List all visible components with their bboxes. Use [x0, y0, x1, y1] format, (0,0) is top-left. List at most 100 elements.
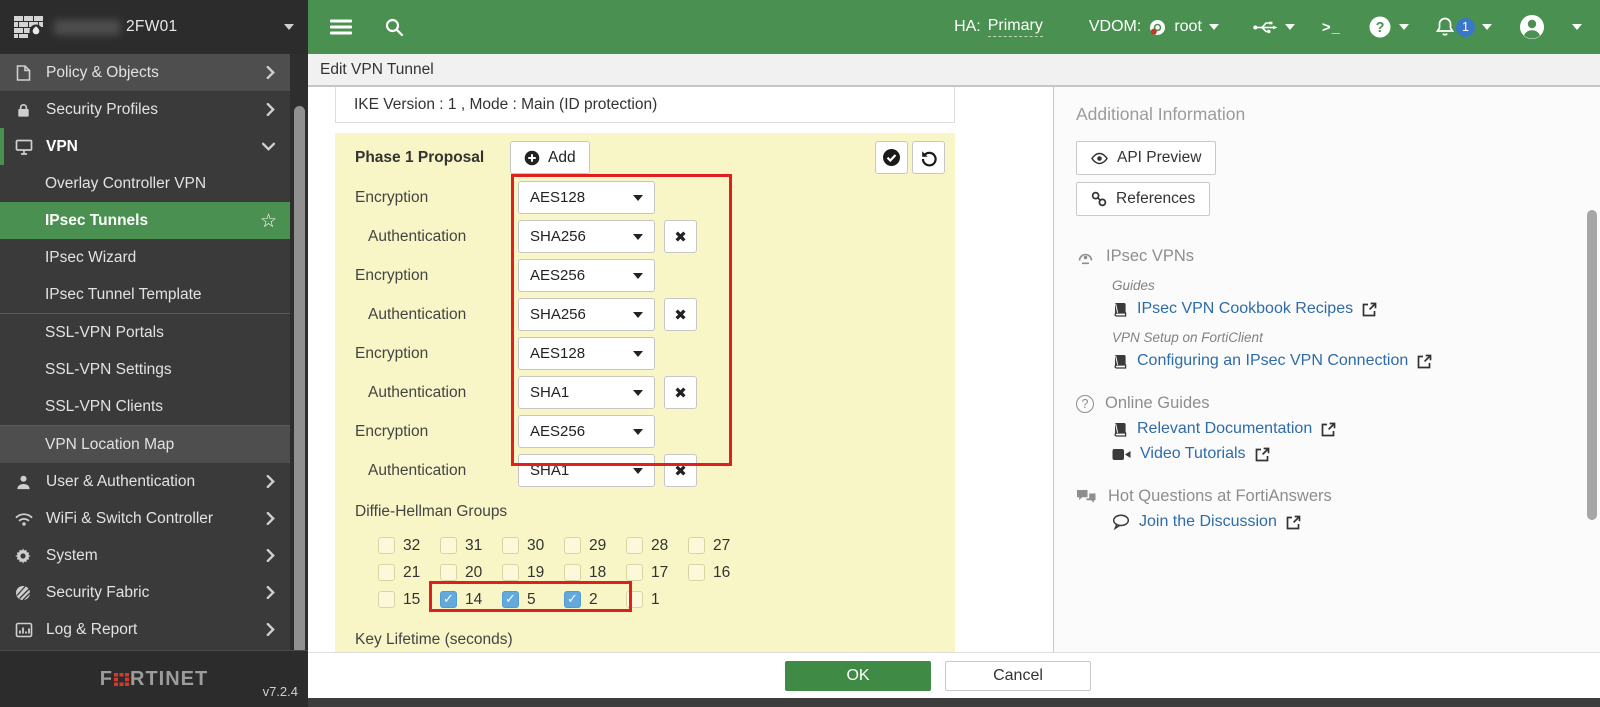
sidebar-item-ssl-vpn-portals[interactable]: SSL-VPN Portals — [0, 314, 290, 351]
dh-group-14: ✓ 14 — [440, 589, 482, 610]
references-button[interactable]: References — [1076, 182, 1211, 216]
favorite-star-icon[interactable]: ☆ — [259, 209, 277, 232]
user-menu[interactable] — [1519, 14, 1545, 40]
sidebar-item-ssl-vpn-settings[interactable]: SSL-VPN Settings — [0, 351, 290, 388]
vdom-selector[interactable]: VDOM: root — [1089, 18, 1219, 36]
section-heading-ipsec-vpns: IPsec VPNs — [1076, 247, 1600, 266]
dh-group-30: 30 — [502, 535, 544, 556]
help-menu[interactable]: ? — [1368, 15, 1409, 39]
external-link-icon[interactable] — [1417, 354, 1432, 369]
remove-proposal-button-3[interactable]: ✖ — [664, 454, 697, 487]
ha-value[interactable]: Primary — [987, 17, 1043, 37]
encryption-select-3[interactable]: AES256 — [518, 415, 655, 448]
ha-status[interactable]: HA: Primary — [954, 17, 1043, 37]
sidebar-item-vpn-location-map[interactable]: VPN Location Map — [0, 426, 290, 463]
sidebar-item-system[interactable]: System — [0, 537, 290, 574]
encryption-select-0[interactable]: AES128 — [518, 181, 655, 214]
external-link-icon[interactable] — [1255, 447, 1270, 462]
form-footer: OK Cancel — [308, 652, 1600, 698]
dh-group-21-checkbox[interactable] — [378, 564, 395, 581]
dh-group-29-checkbox[interactable] — [564, 537, 581, 554]
topbar-main: HA: Primary VDOM: root >_ ? 1 — [308, 0, 1600, 54]
dh-group-number: 30 — [527, 536, 545, 554]
dh-group-15-checkbox[interactable] — [378, 591, 395, 608]
sidebar-item-label: Security Fabric — [46, 583, 150, 601]
sidebar-item-wifi-switch-controller[interactable]: WiFi & Switch Controller — [0, 500, 290, 537]
external-link-icon[interactable] — [1286, 515, 1301, 530]
authentication-select-3[interactable]: SHA1 — [518, 454, 655, 487]
dh-group-30-checkbox[interactable] — [502, 537, 519, 554]
remove-proposal-button-2[interactable]: ✖ — [664, 376, 697, 409]
link-video-tutorials[interactable]: Video Tutorials — [1140, 445, 1246, 462]
topbar-device-area[interactable]: 2FW01 — [0, 0, 308, 54]
sidebar-item-ipsec-tunnel-template[interactable]: IPsec Tunnel Template — [0, 276, 290, 313]
sidebar-item-label: System — [46, 546, 98, 564]
dh-group-16-checkbox[interactable] — [688, 564, 705, 581]
encryption-select-2[interactable]: AES128 — [518, 337, 655, 370]
dh-group-1-checkbox[interactable] — [626, 591, 643, 608]
revert-section-button[interactable] — [912, 141, 945, 174]
dh-group-31-checkbox[interactable] — [440, 537, 457, 554]
cancel-button[interactable]: Cancel — [945, 661, 1091, 691]
notifications-menu[interactable]: 1 — [1436, 17, 1492, 37]
sidebar-item-ipsec-tunnels[interactable]: IPsec Tunnels ☆ — [0, 202, 290, 239]
search-icon[interactable] — [384, 17, 404, 37]
sidebar-item-label: User & Authentication — [46, 472, 196, 490]
caret-down-icon — [633, 350, 643, 357]
dh-group-number: 2 — [589, 590, 598, 608]
link-configuring-an-ipsec-vpn-connection[interactable]: Configuring an IPsec VPN Connection — [1137, 352, 1409, 369]
api-preview-button[interactable]: API Preview — [1076, 141, 1217, 175]
dh-group-28-checkbox[interactable] — [626, 537, 643, 554]
authentication-select-1[interactable]: SHA256 — [518, 298, 655, 331]
link-row-configuring-an-ipsec-vpn-connection: Configuring an IPsec VPN Connection — [1112, 352, 1600, 370]
ok-button[interactable]: OK — [785, 661, 931, 691]
dh-group-32-checkbox[interactable] — [378, 537, 395, 554]
caret-down-icon — [633, 389, 643, 396]
caret-down-icon — [633, 467, 643, 474]
dh-group-20-checkbox[interactable] — [440, 564, 457, 581]
remove-proposal-button-0[interactable]: ✖ — [664, 220, 697, 253]
sidebar-item-user-authentication[interactable]: User & Authentication — [0, 463, 290, 500]
menu-toggle-icon[interactable] — [330, 19, 352, 35]
authentication-select-0[interactable]: SHA256 — [518, 220, 655, 253]
encryption-value: AES128 — [530, 345, 586, 362]
phase1-proposal-panel: Phase 1 Proposal Add Encryption AES128 Aut… — [335, 133, 955, 652]
confirm-section-button[interactable] — [875, 141, 908, 174]
sidebar-scrollbar-thumb[interactable] — [294, 106, 305, 654]
authentication-select-2[interactable]: SHA1 — [518, 376, 655, 409]
dh-group-14-checkbox[interactable]: ✓ — [440, 591, 457, 608]
sidebar-item-overlay-controller-vpn[interactable]: Overlay Controller VPN — [0, 165, 290, 202]
sidebar-item-policy-objects[interactable]: Policy & Objects — [0, 54, 290, 91]
link-join-the-discussion[interactable]: Join the Discussion — [1139, 513, 1277, 530]
dh-group-27-checkbox[interactable] — [688, 537, 705, 554]
remove-proposal-button-1[interactable]: ✖ — [664, 298, 697, 331]
external-link-icon[interactable] — [1362, 302, 1377, 317]
proposal-row: Encryption AES128 — [335, 334, 955, 373]
panel-scrollbar-thumb[interactable] — [1587, 210, 1597, 520]
device-caret-icon[interactable] — [284, 24, 294, 30]
dh-group-17-checkbox[interactable] — [626, 564, 643, 581]
sidebar-item-vpn[interactable]: VPN — [0, 128, 290, 165]
external-link-icon[interactable] — [1321, 422, 1336, 437]
sidebar-item-security-profiles[interactable]: Security Profiles — [0, 91, 290, 128]
sidebar-item-ssl-vpn-clients[interactable]: SSL-VPN Clients — [0, 388, 290, 425]
link-ipsec-vpn-cookbook-recipes[interactable]: IPsec VPN Cookbook Recipes — [1137, 300, 1354, 317]
sidebar-item-ipsec-wizard[interactable]: IPsec Wizard — [0, 239, 290, 276]
add-proposal-button[interactable]: Add — [510, 141, 590, 174]
section-heading-online-guides: ? Online Guides — [1076, 394, 1600, 413]
dh-group-19-checkbox[interactable] — [502, 564, 519, 581]
dh-group-18-checkbox[interactable] — [564, 564, 581, 581]
dh-group-2-checkbox[interactable]: ✓ — [564, 591, 581, 608]
cli-console-button[interactable]: >_ — [1322, 19, 1341, 36]
sidebar-item-log-report[interactable]: Log & Report — [0, 611, 290, 648]
dh-group-17: 17 — [626, 562, 668, 583]
check-circle-icon — [882, 148, 901, 167]
dh-group-number: 18 — [589, 563, 607, 581]
sidebar-item-security-fabric[interactable]: Security Fabric — [0, 574, 290, 611]
device-connect-menu[interactable] — [1253, 20, 1295, 35]
encryption-select-1[interactable]: AES256 — [518, 259, 655, 292]
collapse-caret-icon[interactable] — [1572, 24, 1582, 30]
dh-group-5-checkbox[interactable]: ✓ — [502, 591, 519, 608]
top-bar: 2FW01 HA: Primary VDOM: root >_ ? — [0, 0, 1600, 54]
link-relevant-documentation[interactable]: Relevant Documentation — [1137, 420, 1313, 437]
